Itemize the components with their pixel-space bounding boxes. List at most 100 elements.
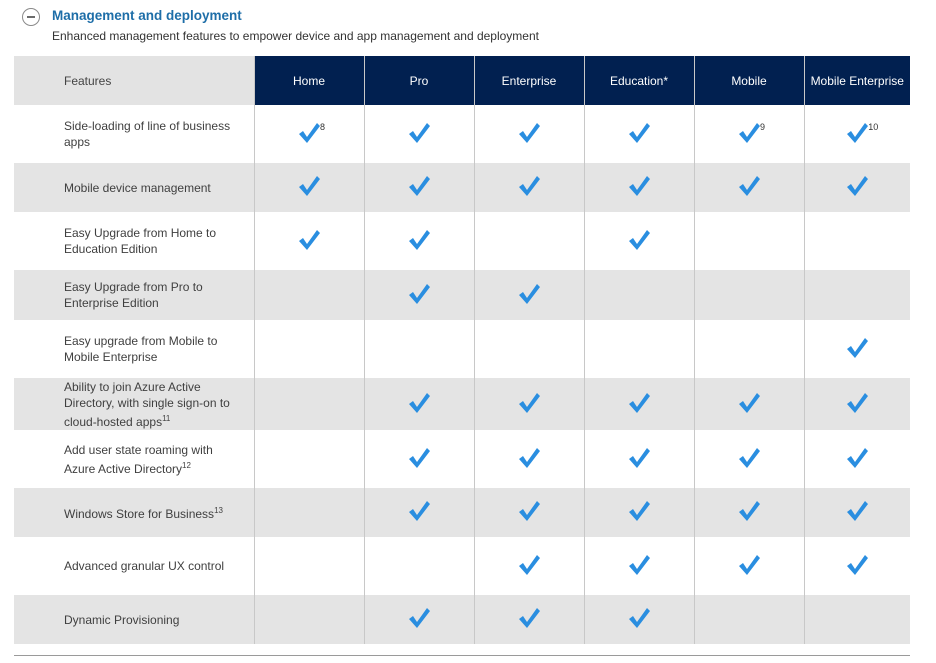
checkmark-icon — [736, 500, 762, 522]
availability-cell — [473, 378, 584, 430]
checkmark-icon — [844, 175, 870, 197]
table-row: Add user state roaming with Azure Active… — [14, 430, 910, 488]
availability-cell — [693, 430, 804, 488]
table-row: Easy Upgrade from Pro to Enterprise Edit… — [14, 270, 910, 320]
column-header-pro: Pro — [363, 56, 474, 105]
feature-label: Ability to join Azure Active Directory, … — [64, 379, 230, 429]
availability-cell — [253, 378, 364, 430]
checkmark-icon — [296, 175, 322, 197]
feature-name: Advanced granular UX control — [14, 537, 254, 595]
checkmark-icon — [406, 122, 432, 144]
section-subtitle: Enhanced management features to empower … — [52, 29, 539, 43]
checkmark-icon — [516, 607, 542, 629]
availability-cell — [473, 270, 584, 320]
checkmark-icon: 8 — [296, 121, 326, 144]
checkmark-icon — [406, 447, 432, 469]
checkmark-icon — [736, 554, 762, 576]
checkmark-icon — [844, 337, 870, 359]
table-row: Easy Upgrade from Home to Education Edit… — [14, 212, 910, 270]
availability-cell: 8 — [253, 105, 364, 163]
checkmark-icon — [406, 392, 432, 414]
checkmark-icon — [736, 392, 762, 414]
footnote-ref: 8 — [320, 121, 326, 132]
footnote-ref: 9 — [760, 121, 766, 132]
table-row: Dynamic Provisioning — [14, 595, 910, 644]
bottom-divider — [14, 655, 910, 656]
feature-name: Add user state roaming with Azure Active… — [14, 430, 254, 488]
feature-name: Ability to join Azure Active Directory, … — [14, 378, 254, 430]
availability-cell — [583, 212, 694, 270]
checkmark-icon — [736, 175, 762, 197]
checkmark-icon — [626, 229, 652, 251]
checkmark-icon — [406, 500, 432, 522]
collapse-minus-circle-icon[interactable] — [22, 8, 40, 26]
features-column-header: Features — [14, 56, 254, 105]
column-header-education: Education* — [583, 56, 694, 105]
availability-cell — [583, 430, 694, 488]
availability-cell — [253, 320, 364, 378]
feature-comparison-table: Features Home Pro Enterprise Education* … — [14, 56, 910, 644]
availability-cell — [803, 537, 910, 595]
feature-name: Windows Store for Business13 — [14, 488, 254, 537]
checkmark-icon — [736, 447, 762, 469]
availability-cell — [363, 595, 474, 644]
availability-cell — [363, 105, 474, 163]
feature-name: Mobile device management — [14, 163, 254, 212]
checkmark-icon — [516, 447, 542, 469]
availability-cell — [583, 270, 694, 320]
availability-cell — [583, 163, 694, 212]
checkmark-icon — [844, 554, 870, 576]
availability-cell — [583, 537, 694, 595]
checkmark-icon — [844, 500, 870, 522]
checkmark-icon — [626, 175, 652, 197]
availability-cell — [363, 537, 474, 595]
availability-cell — [253, 212, 364, 270]
availability-cell — [253, 537, 364, 595]
availability-cell — [473, 537, 584, 595]
column-header-mobile: Mobile — [693, 56, 804, 105]
table-row: Side-loading of line of business apps 8 9 1… — [14, 105, 910, 163]
availability-cell — [693, 320, 804, 378]
feature-name: Easy Upgrade from Home to Education Edit… — [14, 212, 254, 270]
availability-cell — [803, 163, 910, 212]
availability-cell — [253, 270, 364, 320]
checkmark-icon — [844, 447, 870, 469]
availability-cell — [253, 430, 364, 488]
feature-label: Dynamic Provisioning — [64, 612, 180, 627]
availability-cell — [693, 537, 804, 595]
availability-cell — [803, 430, 910, 488]
section-header: Management and deployment Enhanced manag… — [22, 6, 539, 45]
availability-cell — [363, 212, 474, 270]
availability-cell — [473, 163, 584, 212]
availability-cell — [803, 320, 910, 378]
availability-cell — [473, 212, 584, 270]
availability-cell — [583, 105, 694, 163]
table-row: Windows Store for Business13 — [14, 488, 910, 537]
feature-label: Easy Upgrade from Pro to Enterprise Edit… — [64, 280, 203, 310]
availability-cell — [583, 488, 694, 537]
checkmark-icon — [626, 500, 652, 522]
checkmark-icon — [406, 175, 432, 197]
column-header-mobile-enterprise: Mobile Enterprise — [803, 56, 910, 105]
checkmark-icon — [626, 392, 652, 414]
availability-cell — [473, 430, 584, 488]
availability-cell — [803, 270, 910, 320]
availability-cell — [363, 163, 474, 212]
table-row: Ability to join Azure Active Directory, … — [14, 378, 910, 430]
feature-name: Easy Upgrade from Pro to Enterprise Edit… — [14, 270, 254, 320]
table-row: Advanced granular UX control — [14, 537, 910, 595]
availability-cell — [363, 488, 474, 537]
checkmark-icon — [516, 554, 542, 576]
feature-label: Windows Store for Business — [64, 507, 215, 521]
availability-cell — [803, 488, 910, 537]
availability-cell: 10 — [803, 105, 910, 163]
checkmark-icon — [296, 229, 322, 251]
feature-label: Advanced granular UX control — [64, 559, 225, 573]
availability-cell — [473, 488, 584, 537]
availability-cell — [803, 595, 910, 644]
footnote-ref: 11 — [162, 413, 171, 423]
availability-cell — [583, 320, 694, 378]
checkmark-icon — [406, 607, 432, 629]
availability-cell — [473, 320, 584, 378]
footnote-ref: 13 — [214, 506, 223, 515]
